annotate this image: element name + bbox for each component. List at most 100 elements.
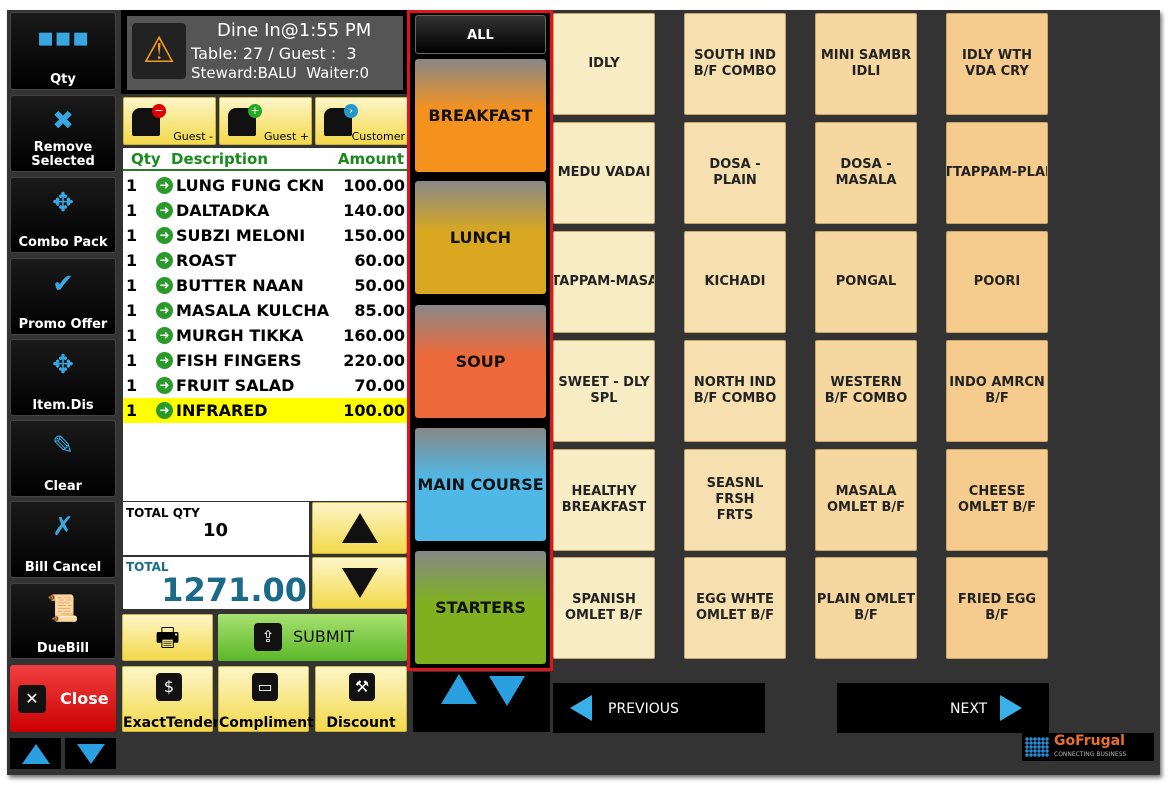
combo-icon: ✥ — [52, 188, 74, 218]
order-row[interactable]: 1 ➜ ROAST 60.00 — [123, 248, 407, 273]
arrow-right-icon: ➜ — [156, 352, 173, 369]
menu-item[interactable]: FRIED EGG B/F — [946, 557, 1048, 659]
card-icon: ▭ — [252, 673, 278, 701]
promo-offer-button[interactable]: ✔ Promo Offer — [10, 258, 116, 335]
total-qty: TOTAL QTY 10 — [123, 502, 309, 555]
arrow-up-icon — [341, 513, 378, 543]
arrow-right-icon: ➜ — [156, 277, 173, 294]
scroll-down-button[interactable] — [65, 738, 116, 769]
arrow-right-icon: ➜ — [156, 377, 173, 394]
printer-icon: 🖶 — [155, 623, 180, 653]
previous-button[interactable]: PREVIOUS — [553, 683, 765, 733]
order-row[interactable]: 1 ➜ DALTADKA 140.00 — [123, 198, 407, 223]
arrow-right-icon: ➜ — [156, 327, 173, 344]
order-row[interactable]: 1 ➜ INFRARED 100.00 — [123, 398, 407, 423]
duebill-button[interactable]: 📜 DueBill — [10, 583, 116, 659]
arrow-down-icon — [341, 568, 378, 598]
arrow-right-icon: ➜ — [156, 202, 173, 219]
category-all[interactable]: ALL — [415, 15, 546, 54]
menu-item[interactable]: SWEET - DLY SPL — [553, 340, 655, 442]
arrow-right-icon: ➜ — [156, 227, 173, 244]
menu-item[interactable]: MINI SAMBR IDLI — [815, 13, 917, 115]
menu-item[interactable]: HEALTHY BREAKFAST — [553, 449, 655, 551]
money-bag-icon: $ — [156, 673, 182, 701]
order-row[interactable]: 1 ➜ LUNG FUNG CKN 100.00 — [123, 173, 407, 198]
menu-item[interactable]: NORTH IND B/F COMBO — [684, 340, 786, 442]
menu-item[interactable]: KICHADI — [684, 231, 786, 333]
category-breakfast[interactable]: BREAKFAST — [415, 59, 546, 172]
next-button[interactable]: NEXT — [837, 683, 1049, 733]
category-down-button[interactable] — [489, 676, 525, 706]
list-down-button[interactable] — [312, 557, 407, 609]
item-discount-icon: ✥ — [52, 350, 74, 380]
menu-item[interactable]: CHEESE OMLET B/F — [946, 449, 1048, 551]
order-row[interactable]: 1 ➜ BUTTER NAAN 50.00 — [123, 273, 407, 298]
menu-item[interactable]: IDLY WTH VDA CRY — [946, 13, 1048, 115]
item-dis-button[interactable]: ✥ Item.Dis — [10, 339, 116, 416]
stamp-icon: ⚒ — [349, 673, 375, 701]
discount-button[interactable]: ⚒ Discount — [315, 666, 407, 732]
order-row[interactable]: 1 ➜ FISH FINGERS 220.00 — [123, 348, 407, 373]
category-starters[interactable]: STARTERS — [415, 551, 546, 664]
arrow-left-icon — [570, 695, 592, 721]
scroll-up-button[interactable] — [10, 738, 61, 769]
guest-add-button[interactable]: + Guest + — [219, 97, 312, 145]
bill-cancel-button[interactable]: ✗ Bill Cancel — [10, 501, 116, 578]
arrow-right-icon: ➜ — [156, 177, 173, 194]
clear-button[interactable]: ✎ Clear — [10, 420, 116, 497]
submit-button[interactable]: ⇪ SUBMIT — [218, 614, 407, 661]
menu-item[interactable]: UTTAPPAM-MASALA — [553, 231, 655, 333]
duebill-icon: 📜 — [46, 594, 80, 624]
menu-item[interactable]: IDLY — [553, 13, 655, 115]
remove-icon: ✖ — [52, 106, 74, 136]
category-lunch[interactable]: LUNCH — [415, 181, 546, 294]
category-main-course[interactable]: MAIN COURSE — [415, 428, 546, 541]
arrow-up-icon — [21, 743, 50, 764]
menu-item[interactable]: EGG WHTE OMLET B/F — [684, 557, 786, 659]
close-icon: ✕ — [18, 685, 46, 713]
menu-item[interactable]: DOSA - MASALA — [815, 122, 917, 224]
remove-selected-button[interactable]: ✖ Remove Selected — [10, 95, 116, 172]
print-button[interactable]: 🖶 — [122, 614, 213, 661]
order-row[interactable]: 1 ➜ SUBZI MELONI 150.00 — [123, 223, 407, 248]
customer-button[interactable]: › Customer — [315, 97, 408, 145]
order-header: ⚠ Dine In@1:55 PM Table: 27 / Guest : 3 … — [121, 10, 407, 94]
menu-item[interactable]: DOSA - PLAIN — [684, 122, 786, 224]
menu-item[interactable]: MASALA OMLET B/F — [815, 449, 917, 551]
arrow-right-icon: ➜ — [156, 252, 173, 269]
qty-grid-icon: ▪▪▪ — [36, 23, 90, 53]
close-button[interactable]: ✕ Close — [10, 665, 116, 732]
order-row[interactable]: 1 ➜ MASALA KULCHA 85.00 — [123, 298, 407, 323]
arrow-right-icon: ➜ — [156, 302, 173, 319]
guest-remove-button[interactable]: − Guest - — [123, 97, 216, 145]
category-soup[interactable]: SOUP — [415, 305, 546, 418]
combo-pack-button[interactable]: ✥ Combo Pack — [10, 177, 116, 253]
compliment-button[interactable]: ▭ Compliment — [218, 666, 314, 732]
menu-item[interactable]: UTTAPPAM-PLAIN — [946, 122, 1048, 224]
order-row[interactable]: 1 ➜ FRUIT SALAD 70.00 — [123, 373, 407, 398]
category-scroll — [413, 672, 550, 732]
list-up-button[interactable] — [312, 502, 407, 554]
clear-icon: ✎ — [52, 431, 74, 461]
order-row[interactable]: 1 ➜ MURGH TIKKA 160.00 — [123, 323, 407, 348]
menu-item[interactable]: SEASNL FRSH FRTS — [684, 449, 786, 551]
category-up-button[interactable] — [441, 674, 477, 704]
warning-icon[interactable]: ⚠ — [132, 23, 186, 79]
bill-cancel-icon: ✗ — [52, 512, 74, 542]
menu-item[interactable]: POORI — [946, 231, 1048, 333]
menu-item[interactable]: PONGAL — [815, 231, 917, 333]
menu-item[interactable]: WESTERN B/F COMBO — [815, 340, 917, 442]
menu-item[interactable]: SOUTH IND B/F COMBO — [684, 13, 786, 115]
menu-item[interactable]: INDO AMRCN B/F — [946, 340, 1048, 442]
promo-icon: ✔ — [52, 269, 74, 299]
menu-item[interactable]: SPANISH OMLET B/F — [553, 557, 655, 659]
menu-item[interactable]: MEDU VADAI — [553, 122, 655, 224]
menu-item[interactable]: PLAIN OMLET B/F — [815, 557, 917, 659]
gofrugal-logo: GoFrugal CONNECTING BUSINESS — [1022, 733, 1154, 761]
arrow-right-icon — [1000, 695, 1022, 721]
exacttender-button[interactable]: $ ExactTender — [122, 666, 220, 732]
arrow-right-icon: ➜ — [156, 402, 173, 419]
total-amount: TOTAL 1271.00 — [123, 557, 309, 609]
qty-button[interactable]: ▪▪▪ Qty — [10, 12, 116, 90]
submit-icon: ⇪ — [254, 623, 282, 651]
